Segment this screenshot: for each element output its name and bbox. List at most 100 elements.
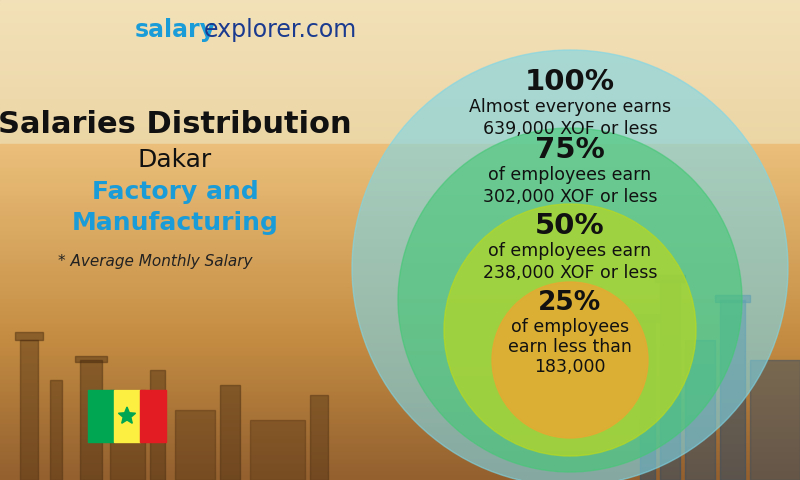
Circle shape	[444, 204, 696, 456]
Bar	[0, 412, 800, 416]
Bar	[0, 216, 800, 220]
Bar	[0, 96, 800, 100]
Text: 50%: 50%	[535, 212, 605, 240]
Bar	[0, 132, 800, 136]
Text: Salaries Distribution: Salaries Distribution	[0, 110, 352, 139]
Bar	[0, 348, 800, 352]
Bar	[685, 340, 715, 480]
Bar	[0, 316, 800, 320]
Bar	[0, 168, 800, 172]
Bar	[0, 332, 800, 336]
Text: Factory and
Manufacturing: Factory and Manufacturing	[71, 180, 278, 235]
Bar	[640, 320, 655, 480]
Bar	[0, 192, 800, 196]
Bar	[0, 24, 800, 28]
Bar	[0, 444, 800, 448]
Bar	[0, 408, 800, 412]
Bar	[0, 0, 800, 4]
Bar	[0, 44, 800, 48]
Text: of employees earn: of employees earn	[489, 166, 651, 184]
Bar	[0, 380, 800, 384]
Bar	[0, 400, 800, 404]
Bar	[0, 32, 800, 36]
Bar	[0, 436, 800, 440]
Bar	[0, 372, 800, 376]
Bar	[720, 300, 745, 480]
Text: 639,000 XOF or less: 639,000 XOF or less	[482, 120, 658, 138]
Bar	[0, 220, 800, 224]
Bar	[0, 456, 800, 460]
Bar	[0, 116, 800, 120]
Bar	[0, 432, 800, 436]
Bar	[150, 370, 165, 480]
Bar	[0, 12, 800, 16]
Bar	[0, 340, 800, 344]
Bar	[75, 356, 107, 362]
Bar	[0, 364, 800, 368]
Bar	[0, 416, 800, 420]
Bar	[0, 188, 800, 192]
Bar	[0, 344, 800, 348]
Bar	[0, 452, 800, 456]
Bar	[0, 160, 800, 164]
Circle shape	[398, 128, 742, 472]
Bar	[0, 256, 800, 260]
Bar	[0, 224, 800, 228]
Bar	[0, 268, 800, 272]
Bar	[0, 204, 800, 208]
Bar	[0, 156, 800, 160]
Bar	[0, 152, 800, 156]
Bar	[0, 352, 800, 356]
Bar	[0, 108, 800, 112]
Bar	[655, 275, 685, 282]
Bar	[0, 260, 800, 264]
Text: 75%: 75%	[535, 136, 605, 164]
Bar	[0, 72, 800, 76]
Bar	[0, 56, 800, 60]
Bar	[0, 420, 800, 424]
Bar	[0, 460, 800, 464]
Text: 238,000 XOF or less: 238,000 XOF or less	[482, 264, 658, 282]
Bar	[0, 52, 800, 56]
Bar	[0, 240, 800, 244]
Bar	[0, 128, 800, 132]
Text: Dakar: Dakar	[138, 148, 212, 172]
Bar	[0, 92, 800, 96]
Bar	[0, 120, 800, 124]
Bar	[0, 476, 800, 480]
Bar	[0, 80, 800, 84]
Text: 25%: 25%	[538, 290, 602, 316]
Bar	[0, 100, 800, 104]
Bar	[0, 384, 800, 388]
Bar	[250, 420, 305, 480]
Bar	[0, 448, 800, 452]
Bar	[0, 136, 800, 140]
Bar	[0, 388, 800, 392]
Bar	[0, 296, 800, 300]
Bar	[0, 336, 800, 340]
Circle shape	[352, 50, 788, 480]
Bar	[20, 340, 38, 480]
Bar	[0, 248, 800, 252]
Bar	[0, 200, 800, 204]
Bar	[15, 332, 43, 340]
Bar	[114, 390, 140, 442]
Bar	[0, 112, 800, 116]
Text: earn less than: earn less than	[508, 338, 632, 356]
Text: 100%: 100%	[525, 68, 615, 96]
Bar	[50, 380, 62, 480]
Bar	[0, 64, 800, 68]
Bar	[0, 144, 800, 148]
Bar	[635, 314, 660, 322]
Circle shape	[492, 282, 648, 438]
Bar	[0, 464, 800, 468]
Bar	[0, 212, 800, 216]
Bar	[0, 76, 800, 80]
Text: 302,000 XOF or less: 302,000 XOF or less	[482, 188, 658, 206]
Bar	[0, 292, 800, 296]
Bar	[110, 390, 145, 480]
Bar	[0, 252, 800, 256]
Bar	[0, 392, 800, 396]
Bar	[0, 4, 800, 8]
Bar	[0, 284, 800, 288]
